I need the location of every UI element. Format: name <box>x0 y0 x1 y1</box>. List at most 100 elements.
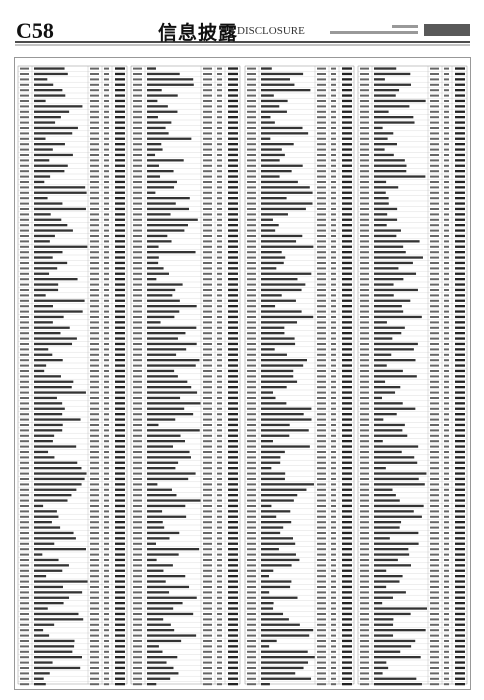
cell-text <box>133 116 142 119</box>
cell-text <box>455 504 465 508</box>
cell-text <box>455 99 465 103</box>
cell-text <box>90 256 99 259</box>
cell-text <box>331 494 336 497</box>
cell-text <box>430 434 439 437</box>
cell-text <box>20 494 29 497</box>
cell-text <box>360 575 369 578</box>
cell-text <box>104 116 109 119</box>
cell-text <box>147 542 156 545</box>
cell-text <box>34 191 87 194</box>
cell-text <box>203 391 212 394</box>
cell-text <box>261 618 289 621</box>
cell-text <box>360 186 369 189</box>
cell-text <box>261 369 294 373</box>
cell-text <box>115 650 125 653</box>
cell-text <box>360 402 369 405</box>
cell-text <box>247 591 256 594</box>
cell-text <box>147 110 178 113</box>
cell-text <box>20 407 29 410</box>
cell-text <box>115 402 125 405</box>
cell-text <box>228 542 238 545</box>
cell-text <box>342 585 352 589</box>
cell-text <box>374 591 406 594</box>
cell-text <box>317 73 326 75</box>
cell-text <box>217 294 222 297</box>
cell-text <box>360 283 369 286</box>
cell-text <box>455 267 465 270</box>
cell-text <box>147 418 176 421</box>
cell-text <box>261 321 298 324</box>
cell-text <box>20 429 29 432</box>
cell-text <box>90 89 99 92</box>
cell-text <box>115 445 125 448</box>
cell-text <box>247 305 256 308</box>
cell-text <box>342 396 352 400</box>
cell-text <box>115 218 125 221</box>
cell-text <box>342 170 352 173</box>
cell-text <box>444 413 449 416</box>
cell-text <box>228 348 238 351</box>
cell-text <box>203 645 212 648</box>
cell-text <box>374 634 394 637</box>
cell-text <box>430 634 439 637</box>
cell-text <box>430 602 439 605</box>
cell-text <box>360 661 369 664</box>
cell-text <box>203 483 212 486</box>
cell-text <box>228 634 238 637</box>
cell-text <box>360 634 369 637</box>
cell-text <box>147 623 171 626</box>
cell-text <box>360 613 369 615</box>
cell-text <box>247 613 256 615</box>
cell-text <box>430 175 439 178</box>
cell-text <box>374 585 387 589</box>
cell-text <box>261 148 282 151</box>
cell-text <box>247 94 256 97</box>
cell-text <box>34 440 53 443</box>
cell-text <box>430 229 439 232</box>
cell-text <box>317 110 326 113</box>
cell-text <box>455 159 465 162</box>
header-info <box>330 31 418 34</box>
cell-text <box>455 656 465 659</box>
cell-text <box>20 364 29 367</box>
cell-text <box>104 407 109 410</box>
cell-text <box>104 256 109 259</box>
cell-text <box>104 564 109 567</box>
cell-text <box>34 72 68 76</box>
cell-text <box>217 445 222 448</box>
cell-text <box>317 235 326 237</box>
cell-text <box>217 645 222 648</box>
cell-text <box>247 143 256 146</box>
cell-text <box>90 359 99 362</box>
cell-text <box>360 159 369 162</box>
cell-text <box>34 164 68 167</box>
cell-text <box>133 148 142 151</box>
cell-text <box>430 640 439 642</box>
cell-text <box>203 121 212 124</box>
cell-text <box>247 596 256 599</box>
cell-text <box>342 132 352 135</box>
cell-text <box>331 348 336 351</box>
cell-text <box>34 105 83 108</box>
cell-text <box>430 191 439 194</box>
cell-text <box>203 640 212 642</box>
cell-text <box>34 245 88 248</box>
cell-text <box>147 143 162 146</box>
cell-text <box>203 170 212 173</box>
cell-text <box>360 672 369 675</box>
cell-text <box>104 224 109 227</box>
cell-text <box>360 526 369 529</box>
cell-text <box>374 353 392 356</box>
cell-text <box>444 245 449 248</box>
cell-text <box>90 310 99 313</box>
cell-text <box>430 467 439 470</box>
cell-text <box>342 234 352 238</box>
cell-text <box>115 488 125 491</box>
cell-text <box>247 656 256 659</box>
cell-text <box>342 391 352 394</box>
cell-text <box>317 197 326 200</box>
cell-text <box>247 434 256 437</box>
cell-text <box>115 153 125 157</box>
cell-text <box>360 645 369 648</box>
cell-text <box>203 440 212 443</box>
